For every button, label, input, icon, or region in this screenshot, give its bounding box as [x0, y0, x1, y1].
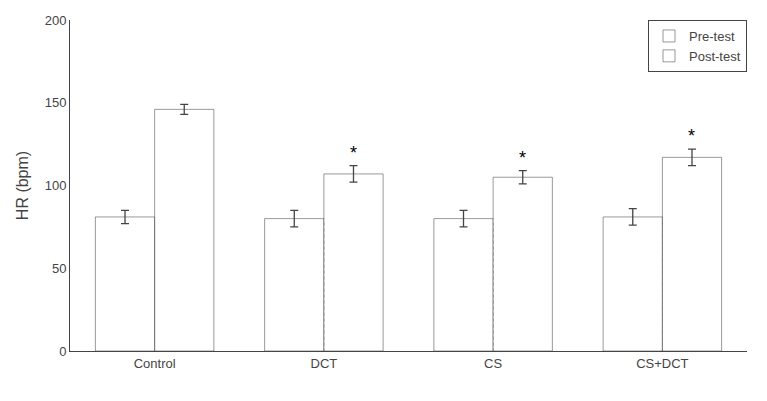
svg-text:CS: CS	[484, 356, 502, 371]
svg-text:50: 50	[52, 261, 66, 276]
svg-text:*: *	[688, 126, 695, 146]
svg-text:Control: Control	[134, 356, 176, 371]
svg-text:CS+DCT: CS+DCT	[636, 356, 688, 371]
svg-text:150: 150	[45, 95, 67, 110]
svg-text:0: 0	[59, 344, 66, 359]
svg-text:Post-test: Post-test	[689, 49, 741, 64]
svg-text:100: 100	[45, 178, 67, 193]
svg-text:HR (bpm): HR (bpm)	[14, 151, 31, 220]
svg-text:*: *	[519, 148, 526, 168]
svg-text:*: *	[350, 143, 357, 163]
svg-text:200: 200	[45, 13, 67, 28]
svg-text:Pre-test: Pre-test	[689, 29, 735, 44]
svg-text:DCT: DCT	[311, 356, 338, 371]
